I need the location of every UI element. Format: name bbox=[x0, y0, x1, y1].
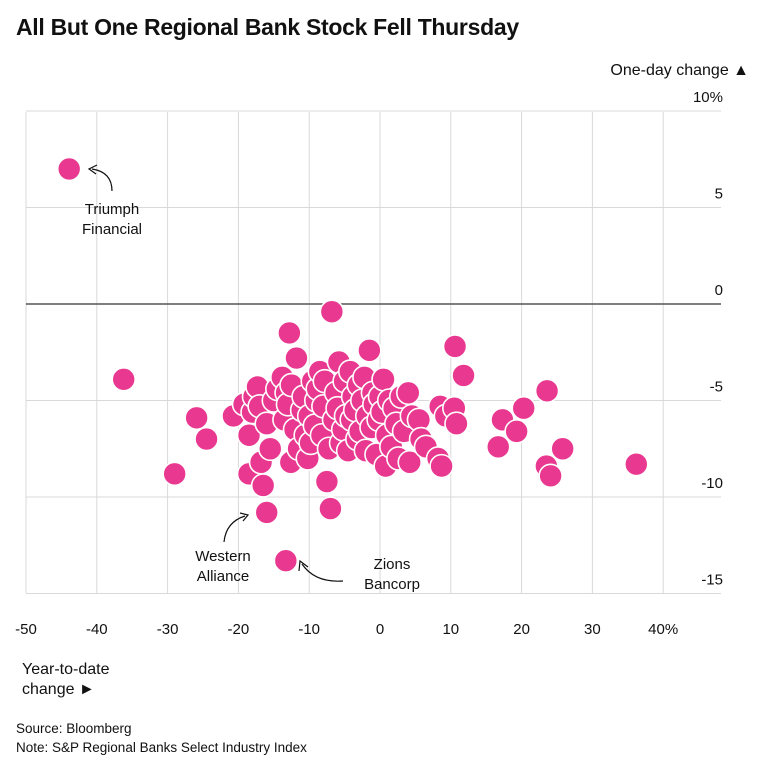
annotation-zions-line1: Zions bbox=[374, 556, 411, 573]
western-arrowhead bbox=[239, 512, 250, 522]
index-note: Note: S&P Regional Banks Select Industry… bbox=[16, 740, 307, 755]
data-point-western-alliance bbox=[254, 500, 280, 525]
data-point bbox=[314, 469, 340, 494]
y-axis-label: One-day change ▲ bbox=[610, 62, 749, 79]
western-arrow bbox=[223, 515, 246, 543]
data-point bbox=[442, 334, 468, 359]
x-axis-label: Year-to-date change ► bbox=[22, 661, 110, 698]
chart-title: All But One Regional Bank Stock Fell Thu… bbox=[16, 14, 519, 40]
data-point bbox=[534, 378, 560, 404]
x-tick-label: -20 bbox=[228, 621, 250, 638]
data-point bbox=[538, 463, 563, 489]
data-point bbox=[357, 338, 382, 363]
zions-arrow bbox=[301, 563, 344, 582]
data-point bbox=[277, 320, 302, 346]
x-tick-label: 0 bbox=[376, 621, 384, 638]
chart-footer: Source: Bloomberg Note: S&P Regional Ban… bbox=[16, 719, 307, 757]
y-tick-label: -5 bbox=[710, 379, 723, 396]
data-point bbox=[504, 419, 529, 444]
data-point bbox=[451, 363, 476, 388]
data-point-triumph-financial bbox=[56, 156, 82, 182]
data-point bbox=[318, 496, 343, 521]
triumph-arrowhead bbox=[87, 164, 98, 175]
data-point bbox=[485, 434, 511, 460]
data-point bbox=[194, 426, 219, 452]
data-point bbox=[284, 345, 309, 371]
annotation-triumph-line2: Financial bbox=[82, 221, 142, 238]
data-point bbox=[397, 449, 423, 475]
x-tick-labels: -50 -40 -30 -20 -10 0 10 20 30 40% bbox=[15, 621, 678, 638]
data-point bbox=[111, 366, 137, 392]
y-tick-label: -15 bbox=[701, 572, 723, 589]
annotation-triumph-line1: Triumph bbox=[85, 201, 139, 218]
annotation-zions-line2: Bancorp bbox=[364, 576, 420, 593]
data-point bbox=[429, 453, 454, 479]
data-point bbox=[444, 411, 469, 436]
y-tick-label: 0 bbox=[715, 282, 723, 299]
x-tick-label: -50 bbox=[15, 621, 37, 638]
x-tick-label: 20 bbox=[513, 621, 530, 638]
data-point bbox=[250, 473, 276, 498]
data-point bbox=[319, 299, 345, 325]
x-tick-label: -10 bbox=[298, 621, 320, 638]
annotation-western-line2: Alliance bbox=[197, 568, 250, 585]
source-note: Source: Bloomberg bbox=[16, 721, 132, 736]
data-points bbox=[56, 156, 649, 573]
data-point bbox=[396, 380, 421, 406]
y-tick-labels: 10% 5 0 -5 -10 -15 bbox=[693, 89, 723, 589]
y-tick-label: 5 bbox=[715, 186, 723, 203]
data-point bbox=[371, 366, 396, 392]
data-point bbox=[511, 395, 537, 421]
data-point bbox=[257, 436, 283, 462]
data-point bbox=[550, 436, 575, 462]
x-tick-label: -40 bbox=[86, 621, 108, 638]
x-tick-label: 30 bbox=[584, 621, 601, 638]
data-point-zions-bancorp bbox=[273, 548, 299, 573]
y-tick-label: -10 bbox=[701, 475, 723, 492]
triumph-arrow bbox=[91, 168, 113, 192]
data-point bbox=[184, 405, 209, 431]
zions-arrowhead bbox=[298, 559, 309, 572]
x-tick-label: -30 bbox=[157, 621, 179, 638]
annotation-western-line1: Western bbox=[195, 548, 251, 565]
y-tick-label: 10% bbox=[693, 89, 723, 106]
data-point bbox=[162, 461, 187, 487]
data-point bbox=[623, 451, 649, 477]
x-tick-label: 40% bbox=[648, 621, 678, 638]
x-tick-label: 10 bbox=[442, 621, 459, 638]
